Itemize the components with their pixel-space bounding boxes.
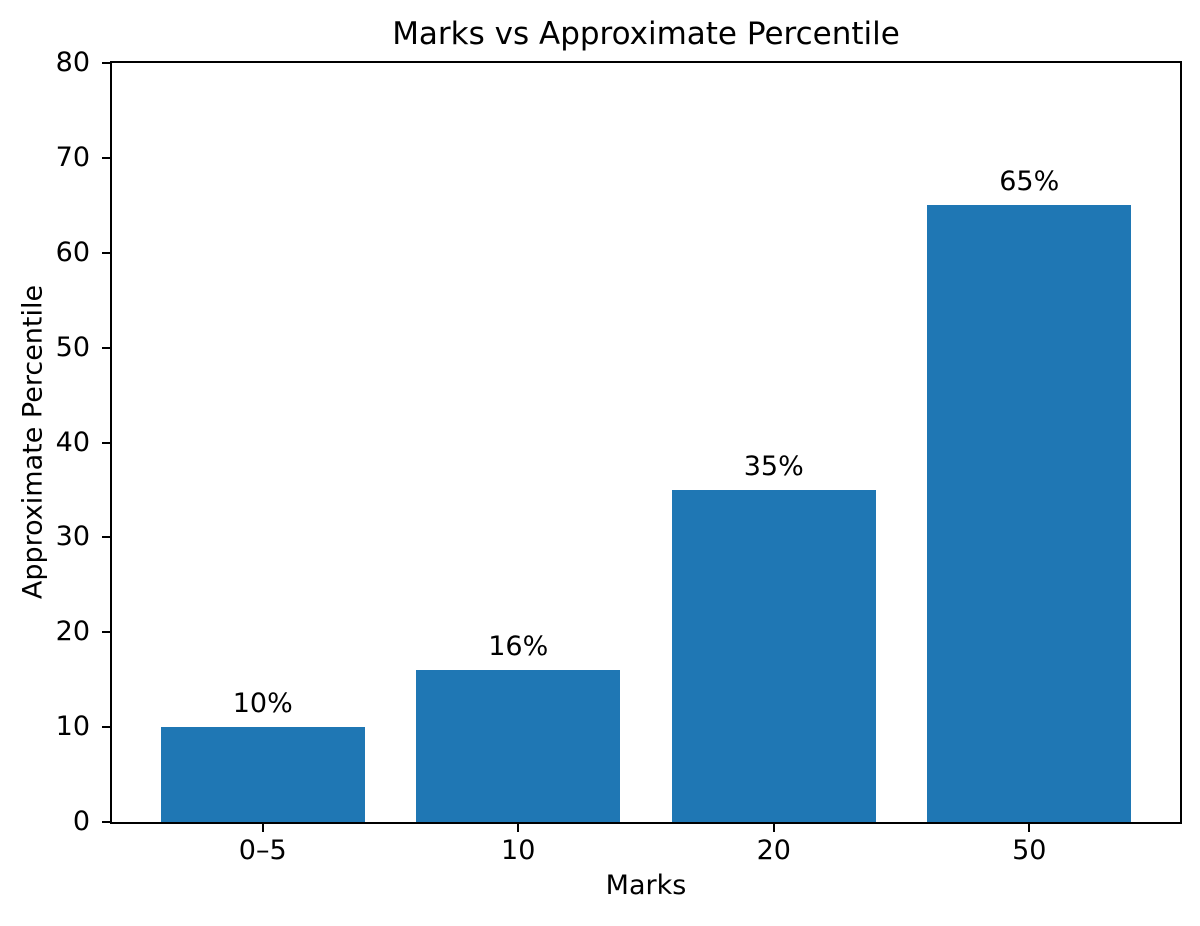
y-tick-mark [102,62,110,64]
bar [671,489,876,822]
chart-title: Marks vs Approximate Percentile [392,16,900,52]
y-tick-mark [102,346,110,349]
x-tick-mark [261,824,264,832]
y-tick-label: 20 [55,616,90,648]
y-tick-mark [102,631,110,634]
y-tick-mark [102,536,110,539]
bar [416,670,621,822]
y-tick-mark [102,821,110,823]
x-axis-label: Marks [605,870,687,901]
bar-value-label: 35% [743,450,804,482]
bar [160,727,365,822]
y-tick-label: 40 [55,426,90,458]
y-tick-mark [102,156,110,159]
x-tick-mark [517,824,520,832]
y-tick-label: 70 [55,141,90,173]
y-tick-label: 10 [55,711,90,743]
x-tick-label: 10 [501,835,536,866]
y-tick-mark [102,441,110,444]
x-tick-label: 20 [756,835,791,866]
x-tick-mark [1028,824,1031,832]
y-tick-label: 30 [55,521,90,553]
plot-area: 0 10 20 30 40 50 60 70 80 10% 0–5 16% 10 35% 20 65% 50 [56,48,1182,866]
x-tick-mark [772,824,775,832]
x-tick-label: 50 [1012,835,1047,866]
y-tick-label: 80 [55,47,90,78]
y-tick-mark [102,251,110,254]
bar-value-label: 16% [488,631,549,663]
y-tick-label: 60 [55,236,90,268]
bar-value-label: 10% [232,688,293,720]
y-tick-mark [102,726,110,729]
bar [927,205,1132,822]
y-tick-label: 0 [72,806,90,837]
y-tick-label: 50 [55,331,90,363]
bar-value-label: 65% [999,166,1060,198]
x-tick-label: 0–5 [238,835,287,866]
